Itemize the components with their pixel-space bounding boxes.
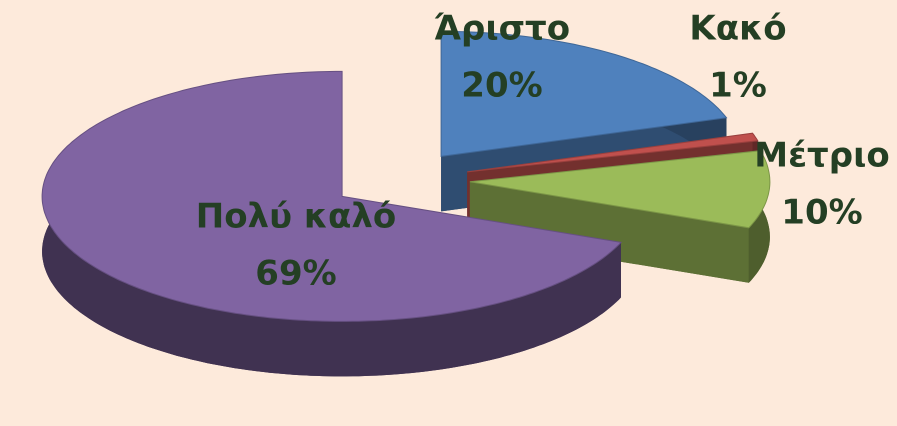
data-label-name: Κακό xyxy=(689,9,786,49)
slice-top xyxy=(440,30,728,157)
data-label-name: Μέτριο xyxy=(754,136,889,176)
data-label-value: 1% xyxy=(709,66,767,106)
data-label-value: 10% xyxy=(781,193,862,233)
data-label-name: Άριστο xyxy=(434,9,570,49)
slice-top xyxy=(41,70,623,322)
slice-top xyxy=(469,150,771,229)
data-label-name: Πολύ καλό xyxy=(196,197,397,237)
slice xyxy=(41,70,623,377)
slice-wall xyxy=(469,181,749,283)
data-label-value: 20% xyxy=(461,66,542,106)
slice-top xyxy=(467,132,759,173)
data-label-value: 69% xyxy=(255,254,336,294)
